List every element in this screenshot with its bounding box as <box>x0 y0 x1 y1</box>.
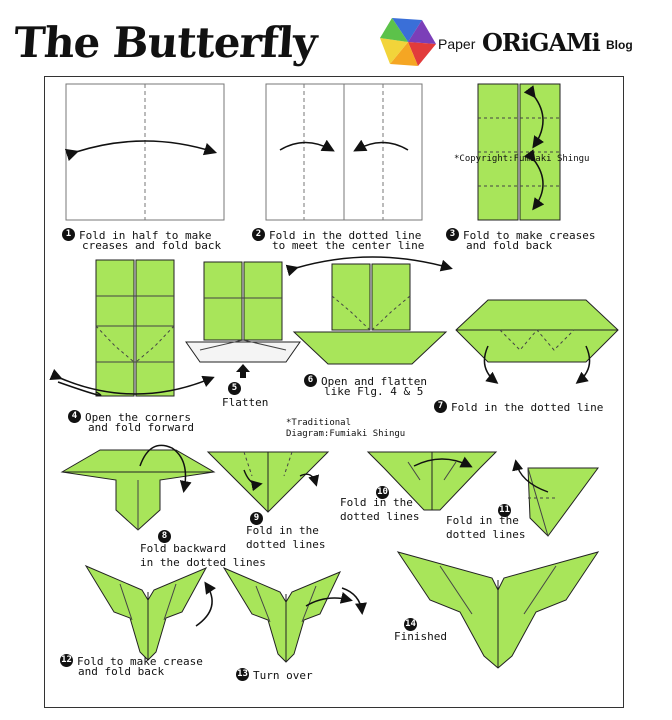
step-11-label: 11 Fold in the dotted lines <box>446 504 526 541</box>
step-10-label: 10 Fold in the dotted lines <box>340 486 420 523</box>
step-13-label: 13 Turn over <box>236 668 313 682</box>
step-7-label: 7 Fold in the dotted line <box>434 396 603 415</box>
step-number-badge: 13 <box>236 668 249 681</box>
logo-paper-text: Paper <box>438 36 476 52</box>
step-14-label: 14 Finished <box>394 618 447 643</box>
pinwheel-logo-icon <box>380 18 436 66</box>
step-6-label: 6 Open and flatten like Flg. 4 & 5 <box>304 370 427 398</box>
step-12-diagram <box>84 564 216 661</box>
copyright-credit: *Copyright:Fumiaki Shingu <box>454 154 590 164</box>
step-number-badge: 3 <box>446 228 459 241</box>
step-11-diagram <box>512 459 599 537</box>
step-number-badge: 7 <box>434 400 447 413</box>
step-5-label: 5 Flatten <box>222 382 269 409</box>
step-4-label: 4 Open the corners and fold forward <box>68 406 194 434</box>
step-number-badge: 9 <box>250 512 263 525</box>
traditional-credit: *Traditional <box>286 418 352 428</box>
instructions-frame <box>44 76 624 708</box>
step-7-diagram <box>455 299 619 384</box>
step-5-diagram <box>185 261 301 378</box>
step-number-badge: 5 <box>228 382 241 395</box>
step-13-diagram <box>222 566 367 663</box>
step-number-badge: 2 <box>252 228 265 241</box>
step-number-badge: 11 <box>498 504 511 517</box>
step-6-diagram <box>285 256 453 365</box>
step-1-label: 1 Fold in half to make creases and fold b… <box>62 224 221 252</box>
diagram-credit: Diagram:Fumiaki Shingu <box>286 429 406 439</box>
step-8-diagram <box>60 444 216 531</box>
step-10-diagram <box>366 451 498 511</box>
step-number-badge: 12 <box>60 654 73 667</box>
step-number-badge: 8 <box>158 530 171 543</box>
step-number-badge: 10 <box>376 486 389 499</box>
step-8-label: 8 Fold backward in the dotted lines <box>140 530 266 569</box>
step-3-label: 3 Fold to make creases and fold back <box>446 224 595 252</box>
step-2-diagram <box>265 83 423 221</box>
step-number-badge: 4 <box>68 410 81 423</box>
step-number-badge: 6 <box>304 374 317 387</box>
logo-origami-text: ORiGAMi <box>482 28 601 57</box>
step-9-diagram <box>206 451 330 513</box>
step-number-badge: 14 <box>404 618 417 631</box>
step-9-label: 9 Fold in the dotted lines <box>246 512 326 551</box>
logo-blog-text: Blog <box>606 38 633 52</box>
step-4-diagram <box>49 259 215 397</box>
step-1-diagram <box>64 83 225 221</box>
step-14-diagram <box>396 551 600 669</box>
step-number-badge: 1 <box>62 228 75 241</box>
step-2-label: 2 Fold in the dotted line to meet the cen… <box>252 224 424 252</box>
step-12-label: 12 Fold to make crease and fold back <box>60 654 203 678</box>
step-3-diagram <box>477 83 561 221</box>
site-logo[interactable]: Paper ORiGAMi Blog <box>374 14 664 68</box>
